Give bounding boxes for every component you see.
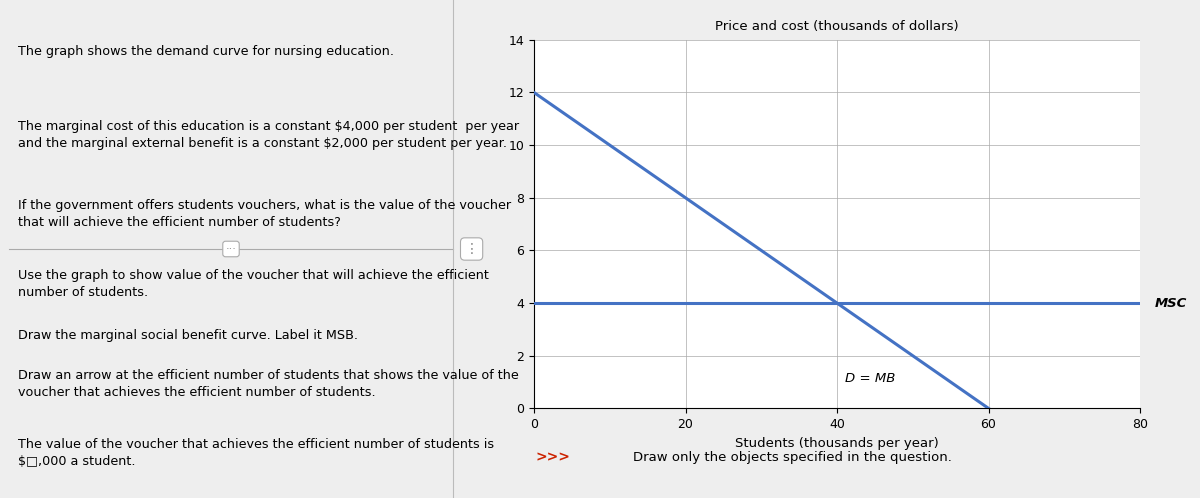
Text: Draw an arrow at the efficient number of students that shows the value of the
vo: Draw an arrow at the efficient number of… bbox=[18, 369, 520, 398]
Text: MSC: MSC bbox=[1156, 297, 1188, 310]
Text: Draw the marginal social benefit curve. Label it MSB.: Draw the marginal social benefit curve. … bbox=[18, 329, 359, 342]
Text: >>>: >>> bbox=[535, 450, 570, 465]
Text: The marginal cost of this education is a constant $4,000 per student  per year
a: The marginal cost of this education is a… bbox=[18, 120, 520, 149]
Text: If the government offers students vouchers, what is the value of the voucher
tha: If the government offers students vouche… bbox=[18, 199, 511, 229]
Text: D = MB: D = MB bbox=[845, 372, 895, 384]
Text: ···: ··· bbox=[226, 244, 236, 254]
Text: Draw only the objects specified in the question.: Draw only the objects specified in the q… bbox=[634, 451, 952, 464]
Title: Price and cost (thousands of dollars): Price and cost (thousands of dollars) bbox=[715, 20, 959, 33]
Text: ⋮: ⋮ bbox=[464, 242, 479, 256]
Text: Use the graph to show value of the voucher that will achieve the efficient
numbe: Use the graph to show value of the vouch… bbox=[18, 269, 490, 299]
X-axis label: Students (thousands per year): Students (thousands per year) bbox=[736, 437, 938, 450]
Text: The graph shows the demand curve for nursing education.: The graph shows the demand curve for nur… bbox=[18, 45, 395, 58]
Text: The value of the voucher that achieves the efficient number of students is
$□,00: The value of the voucher that achieves t… bbox=[18, 438, 494, 468]
